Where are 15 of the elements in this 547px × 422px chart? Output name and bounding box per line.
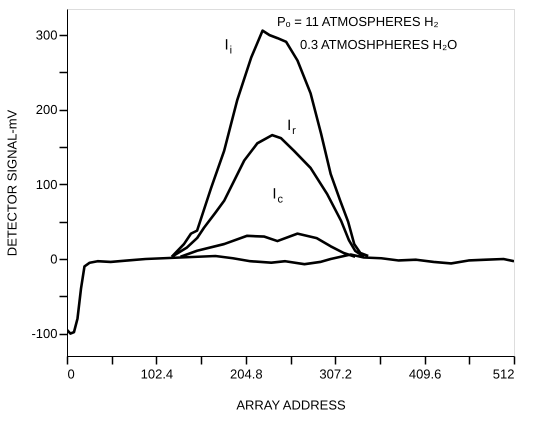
x-tick-label: 0 bbox=[68, 366, 75, 382]
x-tick-label: 204.8 bbox=[230, 366, 263, 382]
annotation: 0.3 ATMOSHPHERES H₂O bbox=[300, 37, 458, 52]
y-tick-label: 300 bbox=[36, 28, 58, 43]
annotation: Pₒ = 11 ATMOSPHERES H₂ bbox=[277, 14, 439, 29]
x-tick-label: 102.4 bbox=[140, 366, 174, 382]
x-tick-label: 512 bbox=[492, 366, 514, 382]
y-tick-label: 200 bbox=[36, 102, 58, 118]
y-tick-label: 100 bbox=[36, 176, 58, 192]
y-tick-label: -100 bbox=[31, 326, 58, 342]
x-tick-label: 409.6 bbox=[408, 366, 442, 382]
x-axis-title: ARRAY ADDRESS bbox=[236, 398, 346, 412]
y-tick-label: 0 bbox=[50, 251, 58, 266]
x-tick-label: 307.2 bbox=[319, 366, 352, 382]
y-axis-title: DETECTOR SIGNAL-mV bbox=[4, 109, 20, 256]
